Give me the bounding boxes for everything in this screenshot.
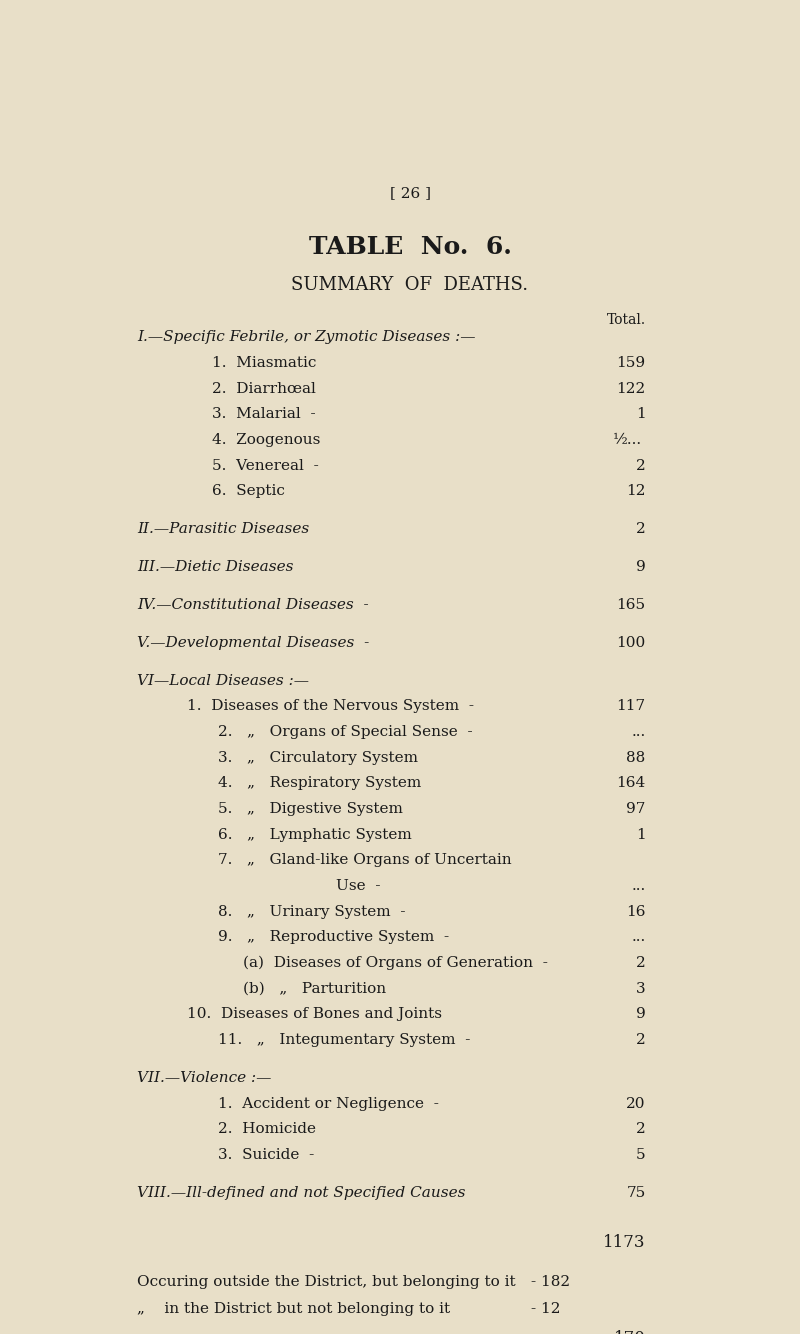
- Text: ...: ...: [631, 879, 646, 892]
- Text: 3.   „   Circulatory System: 3. „ Circulatory System: [218, 751, 418, 764]
- Text: III.—Dietic Diseases: III.—Dietic Diseases: [138, 560, 294, 574]
- Text: 5.   „   Digestive System: 5. „ Digestive System: [218, 802, 402, 816]
- Text: 170: 170: [614, 1330, 646, 1334]
- Text: 9.   „   Reproductive System  -: 9. „ Reproductive System -: [218, 930, 449, 944]
- Text: „    in the District but not belonging to it: „ in the District but not belonging to i…: [138, 1302, 450, 1317]
- Text: (b)   „   Parturition: (b) „ Parturition: [242, 982, 386, 995]
- Text: 6.  Septic: 6. Septic: [211, 484, 285, 499]
- Text: II.—Parasitic Diseases: II.—Parasitic Diseases: [138, 522, 310, 536]
- Text: 2.   „   Organs of Special Sense  -: 2. „ Organs of Special Sense -: [218, 726, 473, 739]
- Text: 165: 165: [617, 598, 646, 612]
- Text: - 12: - 12: [531, 1302, 560, 1317]
- Text: 164: 164: [616, 776, 646, 791]
- Text: 5: 5: [636, 1149, 646, 1162]
- Text: VI—Local Diseases :—: VI—Local Diseases :—: [138, 674, 309, 688]
- Text: 5.  Venereal  -: 5. Venereal -: [211, 459, 318, 472]
- Text: [ 26 ]: [ 26 ]: [390, 185, 430, 200]
- Text: 9: 9: [636, 560, 646, 574]
- Text: 16: 16: [626, 904, 646, 919]
- Text: 122: 122: [616, 382, 646, 396]
- Text: ...: ...: [631, 726, 646, 739]
- Text: 20: 20: [626, 1097, 646, 1111]
- Text: IV.—Constitutional Diseases  -: IV.—Constitutional Diseases -: [138, 598, 369, 612]
- Text: 3.  Malarial  -: 3. Malarial -: [211, 407, 315, 422]
- Text: 11.   „   Integumentary System  -: 11. „ Integumentary System -: [218, 1033, 470, 1047]
- Text: 97: 97: [626, 802, 646, 816]
- Text: - 182: - 182: [531, 1275, 570, 1289]
- Text: V.—Developmental Diseases  -: V.—Developmental Diseases -: [138, 636, 370, 650]
- Text: (a)  Diseases of Organs of Generation  -: (a) Diseases of Organs of Generation -: [242, 956, 547, 970]
- Text: Use  -: Use -: [336, 879, 380, 892]
- Text: 1: 1: [636, 407, 646, 422]
- Text: I.—Specific Febrile, or Zymotic Diseases :—: I.—Specific Febrile, or Zymotic Diseases…: [138, 331, 476, 344]
- Text: ...: ...: [631, 930, 646, 944]
- Text: 4.  Zoogenous: 4. Zoogenous: [211, 434, 320, 447]
- Text: TABLE  No.  6.: TABLE No. 6.: [309, 235, 511, 259]
- Text: 100: 100: [616, 636, 646, 650]
- Text: 3.  Suicide  -: 3. Suicide -: [218, 1149, 314, 1162]
- Text: 8.   „   Urinary System  -: 8. „ Urinary System -: [218, 904, 406, 919]
- Text: 12: 12: [626, 484, 646, 499]
- Text: VII.—Violence :—: VII.—Violence :—: [138, 1071, 271, 1085]
- Text: 1.  Accident or Negligence  -: 1. Accident or Negligence -: [218, 1097, 438, 1111]
- Text: 10.  Diseases of Bones and Joints: 10. Diseases of Bones and Joints: [187, 1007, 442, 1022]
- Text: 2: 2: [636, 1033, 646, 1047]
- Text: 1.  Diseases of the Nervous System  -: 1. Diseases of the Nervous System -: [187, 699, 474, 714]
- Text: 117: 117: [617, 699, 646, 714]
- Text: 75: 75: [626, 1186, 646, 1199]
- Text: 6.   „   Lymphatic System: 6. „ Lymphatic System: [218, 827, 411, 842]
- Text: 2: 2: [636, 522, 646, 536]
- Text: 1.  Miasmatic: 1. Miasmatic: [211, 356, 316, 370]
- Text: ½...: ½...: [614, 434, 642, 447]
- Text: 159: 159: [617, 356, 646, 370]
- Text: 88: 88: [626, 751, 646, 764]
- Text: 2: 2: [636, 1122, 646, 1137]
- Text: SUMMARY  OF  DEATHS.: SUMMARY OF DEATHS.: [291, 276, 529, 295]
- Text: 1173: 1173: [603, 1234, 646, 1250]
- Text: 2.  Homicide: 2. Homicide: [218, 1122, 316, 1137]
- Text: Total.: Total.: [606, 313, 646, 327]
- Text: 2: 2: [636, 956, 646, 970]
- Text: 4.   „   Respiratory System: 4. „ Respiratory System: [218, 776, 421, 791]
- Text: 2.  Diarrhœal: 2. Diarrhœal: [211, 382, 315, 396]
- Text: 3: 3: [636, 982, 646, 995]
- Text: Occuring outside the District, but belonging to it: Occuring outside the District, but belon…: [138, 1275, 516, 1289]
- Text: 7.   „   Gland-like Organs of Uncertain: 7. „ Gland-like Organs of Uncertain: [218, 854, 511, 867]
- Text: VIII.—Ill-defined and not Specified Causes: VIII.—Ill-defined and not Specified Caus…: [138, 1186, 466, 1199]
- Text: 1: 1: [636, 827, 646, 842]
- Text: 2: 2: [636, 459, 646, 472]
- Text: 9: 9: [636, 1007, 646, 1022]
